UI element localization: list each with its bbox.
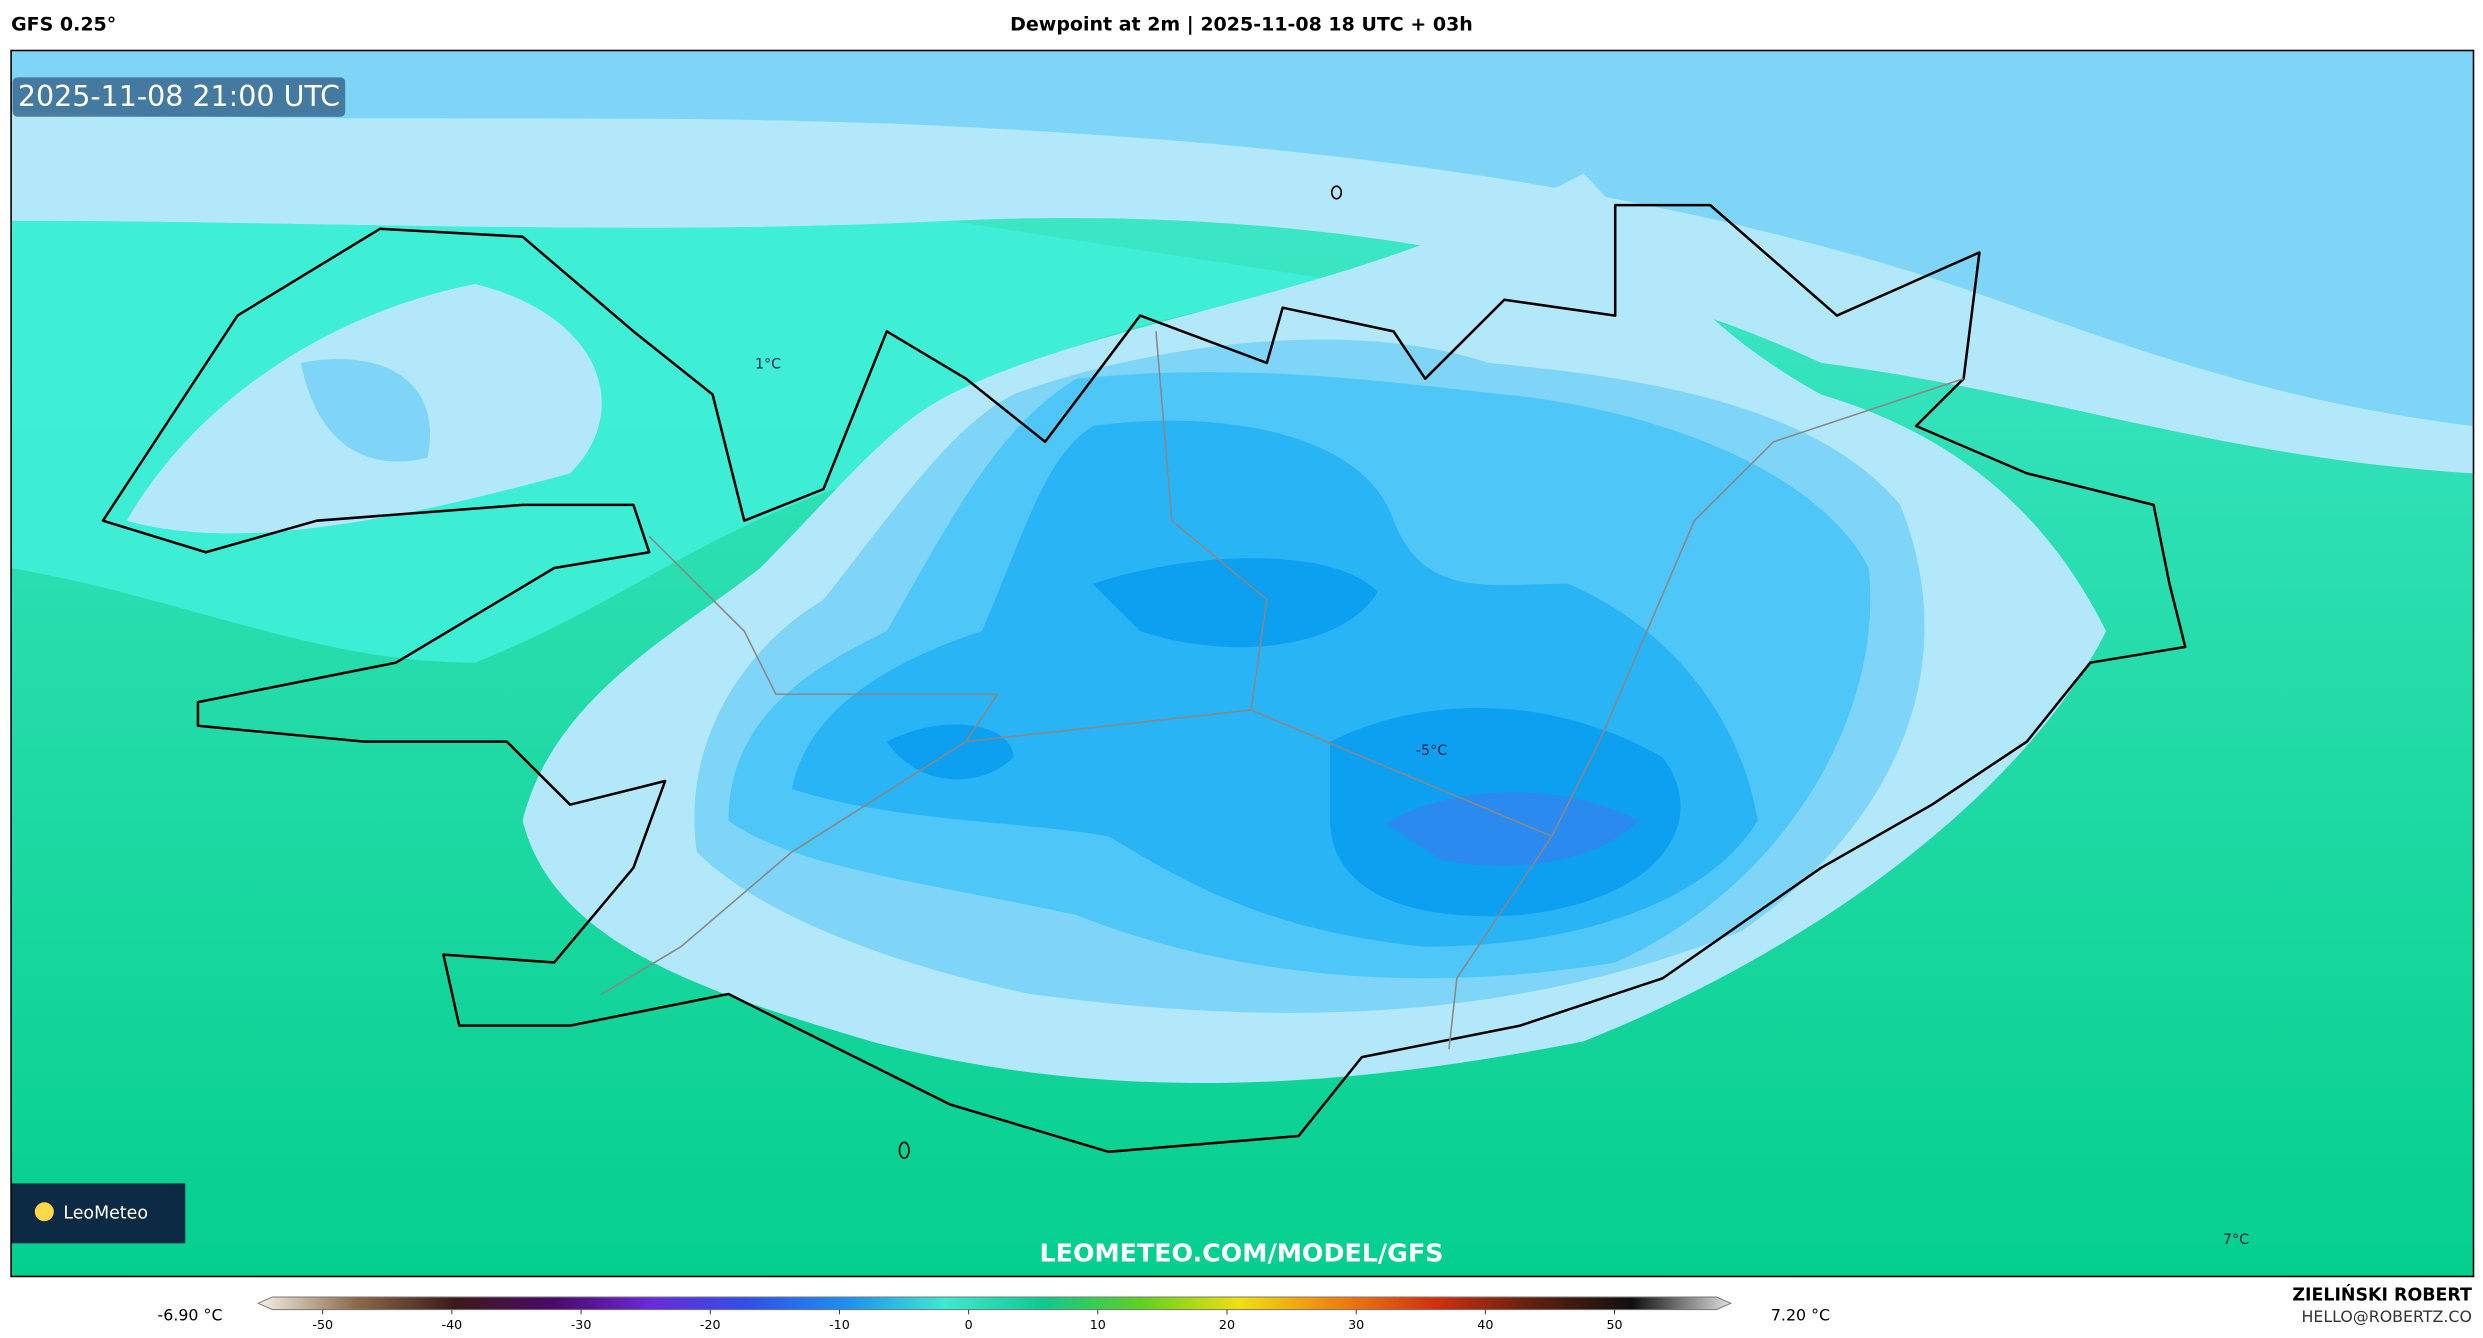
model-name: GFS 0.25°: [11, 14, 116, 36]
max-label: 7.20 °C: [1771, 1305, 1830, 1324]
contour-label: -5°C: [1416, 743, 1447, 759]
time-badge: [12, 77, 346, 117]
coastline: [101, 203, 2187, 1154]
contour-label: 7°C: [2223, 1232, 2249, 1248]
colorbar-tick-label: 40: [1477, 1317, 1493, 1332]
map-frame: [10, 49, 2475, 1278]
valid-time: 2025-11-08 21:00 UTC: [18, 80, 340, 113]
colorbar-tick-label: 0: [965, 1317, 973, 1332]
island: [1330, 185, 1343, 200]
colorbar-bar: [256, 1296, 1732, 1311]
colorbar-tick-label: -20: [700, 1317, 721, 1332]
author: ZIELIŃSKI ROBERT: [2292, 1283, 2472, 1305]
contour: [300, 358, 431, 462]
contour-label: 1°C: [755, 356, 781, 372]
contour: [11, 110, 2474, 474]
colorbar-tick-label: -50: [312, 1317, 333, 1332]
map-area: 1°C -5°C 7°C 2025-11-08 21:00 UTC LeoMet…: [11, 50, 2474, 1277]
colorbar-tick-label: -10: [829, 1317, 850, 1332]
contour: [11, 50, 2474, 427]
colorbar-tick-label: 50: [1606, 1317, 1622, 1332]
map-title: Dewpoint at 2m | 2025-11-08 18 UTC + 03h: [1010, 14, 1473, 36]
region-border: [601, 331, 1964, 1050]
colorbar-tick-label: -40: [442, 1317, 463, 1332]
logo-text: LeoMeteo: [63, 1203, 148, 1223]
logo-sun: [34, 1202, 54, 1222]
colorbar-tick-label: -30: [571, 1317, 592, 1332]
colorbar-tick-label: 10: [1090, 1317, 1106, 1332]
watermark: LEOMETEO.COM/MODEL/GFS: [1040, 1238, 1444, 1267]
min-label: -6.90 °C: [158, 1305, 223, 1324]
colorbar-tick-label: 20: [1219, 1317, 1235, 1332]
colorbar-tick-label: 30: [1348, 1317, 1364, 1332]
contour: [1385, 792, 1639, 866]
colorbar: -50 -40 -30 -20 -10 0 10 20 30 40 50: [256, 1296, 1732, 1332]
email: HELLO@ROBERTZ.CO: [2301, 1307, 2471, 1326]
island: [898, 1141, 910, 1159]
